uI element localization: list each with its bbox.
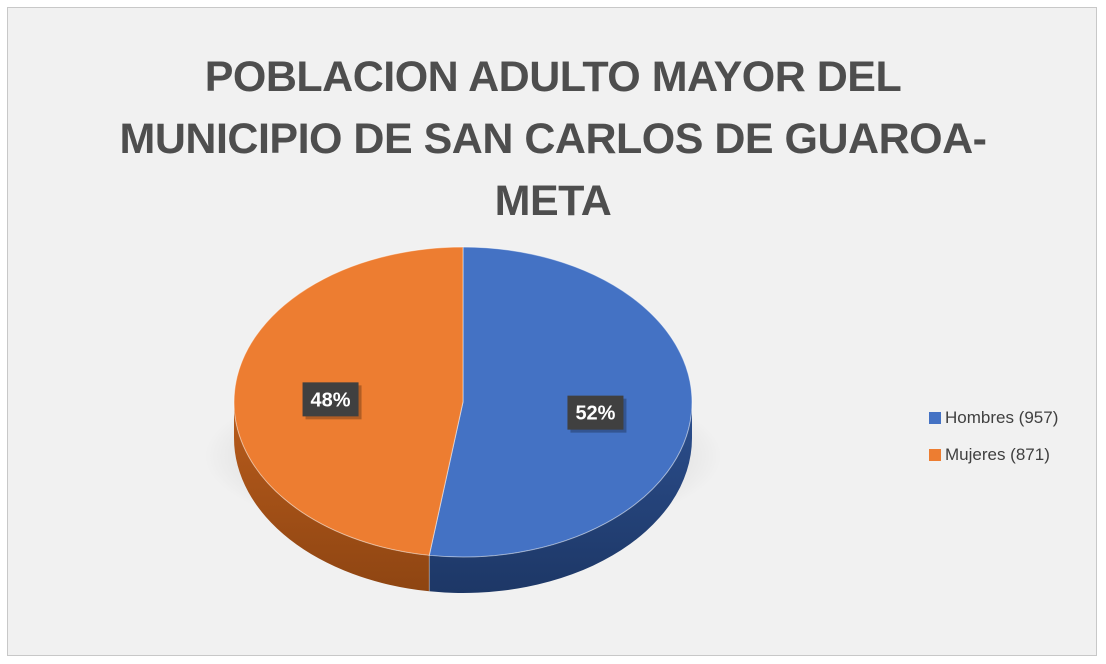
pie-side-hombres xyxy=(429,402,692,593)
legend-label-mujeres: Mujeres (871) xyxy=(945,445,1050,464)
chart-title-line-3: META xyxy=(494,177,612,225)
chart-area: POBLACION ADULTO MAYOR DEL MUNICIPIO DE … xyxy=(7,7,1097,656)
legend: Hombres (957) Mujeres (871) xyxy=(929,408,1058,482)
legend-swatch-mujeres xyxy=(929,449,941,461)
svg-text:52%: 52% xyxy=(575,403,615,425)
legend-label-hombres: Hombres (957) xyxy=(945,408,1059,427)
pie-side-mujeres xyxy=(234,402,430,592)
pie-slice-hombres xyxy=(428,246,693,558)
legend-swatch-hombres xyxy=(929,412,941,424)
pie-chart: 52% 48% xyxy=(204,246,722,593)
chart-title-line-1: POBLACION ADULTO MAYOR DEL xyxy=(204,53,902,101)
chart-title: POBLACION ADULTO MAYOR DEL MUNICIPIO DE … xyxy=(8,46,1098,232)
data-label-mujeres: 48% xyxy=(302,382,362,420)
svg-text:48%: 48% xyxy=(311,389,351,411)
chart-title-line-2: MUNICIPIO DE SAN CARLOS DE GUAROA- xyxy=(119,115,987,163)
legend-item-mujeres: Mujeres (871) xyxy=(929,445,1058,465)
legend-item-hombres: Hombres (957) xyxy=(929,408,1058,428)
data-label-hombres: 52% xyxy=(567,395,627,433)
